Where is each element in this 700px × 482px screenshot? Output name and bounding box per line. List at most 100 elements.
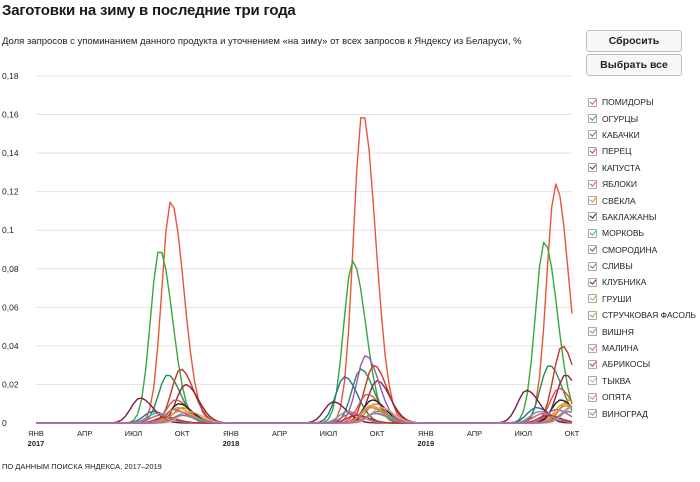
legend-item[interactable]: ПЕРЕЦ: [588, 143, 696, 159]
legend-item[interactable]: СМОРОДИНА: [588, 242, 696, 258]
legend-label: ЯБЛОКИ: [602, 179, 637, 190]
legend-item[interactable]: ВИНОГРАД: [588, 405, 696, 421]
legend-label: ПОМИДОРЫ: [602, 97, 654, 108]
series-line-13: [36, 410, 573, 424]
x-tick-year: 2017: [28, 439, 45, 448]
legend-label: ВИШНЯ: [602, 326, 634, 337]
legend-label: ПЕРЕЦ: [602, 146, 632, 157]
series-line-19: [36, 410, 573, 424]
x-tick-label: ЯНВ: [223, 429, 239, 438]
legend-item[interactable]: МОРКОВЬ: [588, 225, 696, 241]
legend-label: КАПУСТА: [602, 162, 641, 173]
checkbox-check-icon[interactable]: [588, 277, 597, 287]
series-line-12: [36, 403, 573, 424]
y-tick-label: 0,06: [2, 302, 19, 312]
x-tick-label: АПР: [77, 429, 92, 438]
x-tick-label: ОКТ: [370, 429, 385, 438]
x-tick-label: АПР: [272, 429, 287, 438]
legend-item[interactable]: ОПЯТА: [588, 389, 696, 405]
legend-label: КАБАЧКИ: [602, 129, 640, 140]
chart-legend: ПОМИДОРЫ ОГУРЦЫ КАБАЧКИ ПЕРЕЦ КАПУСТА ЯБЛОКИ С…: [588, 94, 696, 422]
series-line-4: [36, 374, 573, 424]
legend-item[interactable]: ТЫКВА: [588, 373, 696, 389]
legend-label: ТЫКВА: [602, 375, 631, 386]
series-line-8: [36, 407, 573, 424]
legend-item[interactable]: ПОМИДОРЫ: [588, 94, 696, 110]
checkbox-check-icon[interactable]: [588, 327, 597, 337]
series-line-0: [36, 116, 573, 424]
checkbox-check-icon[interactable]: [588, 212, 597, 222]
page-title: Заготовки на зиму в последние три года: [2, 2, 296, 19]
legend-label: СВЁКЛА: [602, 195, 636, 206]
line-chart: 00,020,040,060,080,10,120,140,160,18ЯНВ2…: [2, 71, 580, 448]
legend-item[interactable]: СЛИВЫ: [588, 258, 696, 274]
legend-item[interactable]: ВИШНЯ: [588, 323, 696, 339]
checkbox-check-icon[interactable]: [588, 392, 597, 402]
checkbox-check-icon[interactable]: [588, 261, 597, 271]
series-line-1: [36, 241, 573, 424]
checkbox-check-icon[interactable]: [588, 196, 597, 206]
y-tick-label: 0: [2, 418, 7, 428]
checkbox-check-icon[interactable]: [588, 179, 597, 189]
series-line-5: [36, 387, 573, 424]
x-tick-label: ЯНВ: [28, 429, 44, 438]
legend-label: ОГУРЦЫ: [602, 113, 639, 124]
legend-label: СМОРОДИНА: [602, 244, 658, 255]
series-line-6: [36, 399, 573, 424]
y-tick-label: 0,18: [2, 71, 19, 81]
legend-item[interactable]: ГРУШИ: [588, 291, 696, 307]
checkbox-check-icon[interactable]: [588, 343, 597, 353]
checkbox-check-icon[interactable]: [588, 294, 597, 304]
x-tick-label: ИЮЛ: [514, 429, 532, 438]
series-line-11: [36, 389, 573, 424]
legend-item[interactable]: АБРИКОСЫ: [588, 356, 696, 372]
legend-label: ОПЯТА: [602, 392, 632, 403]
series-line-7: [36, 399, 573, 424]
x-tick-label: АПР: [467, 429, 482, 438]
legend-label: АБРИКОСЫ: [602, 359, 651, 370]
checkbox-check-icon[interactable]: [588, 163, 597, 173]
select-all-button[interactable]: Выбрать все: [586, 54, 682, 76]
series-line-14: [36, 410, 573, 424]
source-note: ПО ДАННЫМ ПОИСКА ЯНДЕКСА, 2017–2019: [2, 462, 162, 471]
x-tick-label: ОКТ: [565, 429, 580, 438]
checkbox-check-icon[interactable]: [588, 310, 597, 320]
checkbox-check-icon[interactable]: [588, 359, 597, 369]
legend-item[interactable]: КЛУБНИКА: [588, 274, 696, 290]
legend-item[interactable]: КАПУСТА: [588, 160, 696, 176]
y-tick-label: 0,14: [2, 148, 19, 158]
legend-item[interactable]: БАКЛАЖАНЫ: [588, 209, 696, 225]
legend-label: МАЛИНА: [602, 343, 639, 354]
legend-item[interactable]: ОГУРЦЫ: [588, 110, 696, 126]
series-line-10: [36, 355, 573, 424]
legend-label: МОРКОВЬ: [602, 228, 645, 239]
y-tick-label: 0,16: [2, 110, 19, 120]
series-line-2: [36, 365, 573, 424]
legend-item[interactable]: СВЁКЛА: [588, 192, 696, 208]
x-tick-year: 2018: [223, 439, 240, 448]
checkbox-check-icon[interactable]: [588, 228, 597, 238]
x-tick-label: ИЮЛ: [125, 429, 143, 438]
checkbox-check-icon[interactable]: [588, 245, 597, 255]
legend-label: КЛУБНИКА: [602, 277, 647, 288]
legend-item[interactable]: КАБАЧКИ: [588, 127, 696, 143]
x-tick-label: ОКТ: [175, 429, 190, 438]
y-tick-label: 0,04: [2, 341, 19, 351]
legend-item[interactable]: МАЛИНА: [588, 340, 696, 356]
checkbox-check-icon[interactable]: [588, 409, 597, 419]
y-tick-label: 0,12: [2, 187, 19, 197]
legend-label: СЛИВЫ: [602, 261, 633, 272]
checkbox-check-icon[interactable]: [588, 130, 597, 140]
y-tick-label: 0,1: [2, 225, 14, 235]
legend-item[interactable]: ЯБЛОКИ: [588, 176, 696, 192]
reset-button[interactable]: Сбросить: [586, 30, 682, 52]
chart-subtitle: Доля запросов с упоминанием данного прод…: [2, 36, 522, 47]
checkbox-check-icon[interactable]: [588, 97, 597, 107]
checkbox-check-icon[interactable]: [588, 146, 597, 156]
checkbox-check-icon[interactable]: [588, 114, 597, 124]
x-tick-label: ИЮЛ: [320, 429, 338, 438]
legend-item[interactable]: СТРУЧКОВАЯ ФАСОЛЬ: [588, 307, 696, 323]
y-tick-label: 0,02: [2, 379, 19, 389]
legend-label: ГРУШИ: [602, 293, 632, 304]
checkbox-check-icon[interactable]: [588, 376, 597, 386]
